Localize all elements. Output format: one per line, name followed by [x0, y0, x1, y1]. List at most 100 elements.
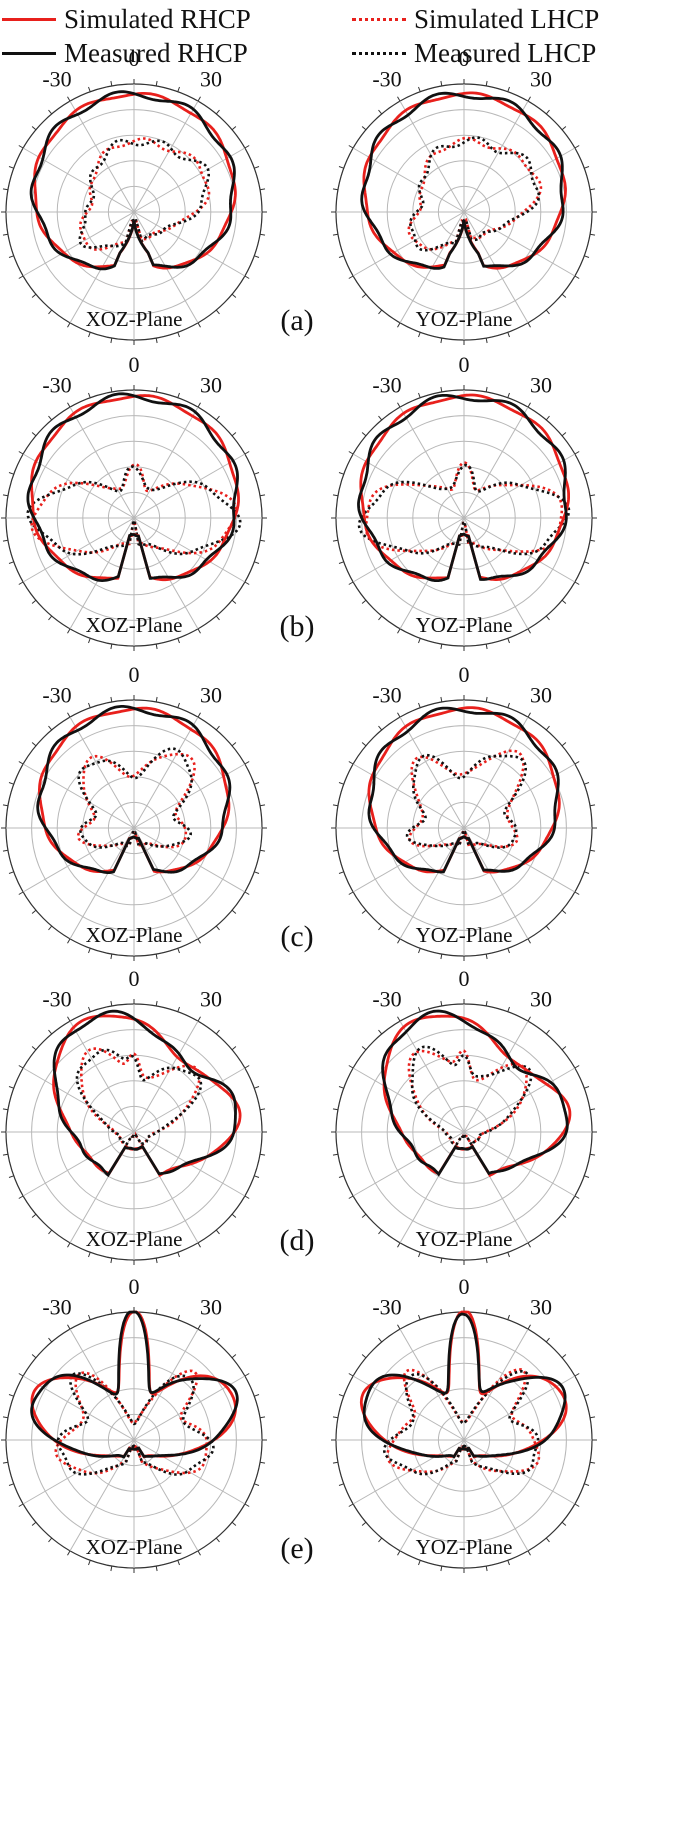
- grid-spoke: [133, 827, 246, 893]
- edge-tick: [8, 472, 14, 475]
- edge-tick: [177, 638, 180, 644]
- edge-tick: [574, 1503, 580, 1507]
- edge-tick: [31, 599, 37, 604]
- edge-tick: [507, 948, 510, 954]
- edge-tick: [527, 1016, 531, 1022]
- edge-tick: [110, 338, 113, 344]
- series-line-simulated-lhcp: [54, 1369, 209, 1475]
- edge-tick: [348, 1065, 354, 1069]
- edge-tick: [18, 761, 24, 765]
- edge-tick: [378, 415, 383, 421]
- edge-tick: [397, 96, 401, 102]
- edge-tick: [155, 644, 158, 650]
- legend-label-meas-lhcp: Measured LHCP: [414, 37, 597, 68]
- edge-tick: [574, 761, 580, 765]
- edge-tick: [485, 1308, 488, 1314]
- edge-tick: [177, 1314, 180, 1320]
- plane-label: YOZ-Plane: [416, 1535, 513, 1559]
- edge-tick: [590, 494, 596, 497]
- edge-tick: [2, 1108, 8, 1111]
- edge-tick: [332, 849, 338, 852]
- edge-tick: [418, 702, 421, 708]
- grid-spoke: [463, 453, 576, 519]
- edge-tick: [260, 1416, 266, 1419]
- grid-spoke: [352, 1439, 465, 1505]
- angle-tick-label: 0: [459, 1274, 470, 1299]
- series-line-simulated-lhcp: [407, 136, 543, 251]
- edge-tick: [378, 309, 383, 315]
- grid-spoke: [22, 211, 135, 277]
- series-line-simulated-lhcp: [386, 1367, 541, 1474]
- edge-tick: [485, 954, 488, 960]
- edge-tick: [338, 1483, 344, 1486]
- edge-tick: [348, 891, 354, 895]
- edge-tick: [155, 1258, 158, 1264]
- edge-tick: [527, 1324, 531, 1330]
- edge-tick: [507, 1314, 510, 1320]
- edge-tick: [155, 338, 158, 344]
- edge-tick: [18, 451, 24, 455]
- edge-tick: [48, 415, 53, 421]
- edge-tick: [231, 1521, 237, 1526]
- edge-tick: [361, 126, 367, 131]
- edge-tick: [2, 188, 8, 191]
- edge-tick: [361, 599, 367, 604]
- edge-tick: [254, 472, 260, 475]
- edge-tick: [590, 1153, 596, 1156]
- grid-spoke: [352, 453, 465, 519]
- edge-tick: [18, 1195, 24, 1199]
- grid-spoke: [133, 716, 199, 829]
- edge-tick: [397, 938, 401, 944]
- edge-tick: [527, 712, 531, 718]
- edge-tick: [67, 402, 71, 408]
- edge-tick: [254, 166, 260, 169]
- edge-tick: [155, 1000, 158, 1006]
- edge-tick: [197, 712, 201, 718]
- edge-tick: [244, 891, 250, 895]
- angle-tick-label: -30: [42, 1295, 71, 1320]
- edge-tick: [348, 761, 354, 765]
- edge-tick: [397, 1550, 401, 1556]
- grid-spoke: [463, 1328, 529, 1441]
- edge-tick: [361, 293, 367, 298]
- edge-tick: [2, 539, 8, 542]
- edge-tick: [67, 1324, 71, 1330]
- grid-spoke: [69, 517, 135, 630]
- edge-tick: [332, 1461, 338, 1464]
- angle-tick-label: 0: [129, 662, 140, 687]
- edge-tick: [332, 1153, 338, 1156]
- angle-tick-label: -30: [42, 67, 71, 92]
- panel-label: (d): [280, 1224, 315, 1257]
- grid-spoke: [133, 1439, 199, 1552]
- grid-spoke: [399, 716, 465, 829]
- series-line-measured-rhcp: [26, 392, 239, 583]
- edge-tick: [260, 1153, 266, 1156]
- edge-tick: [260, 539, 266, 542]
- edge-tick: [18, 891, 24, 895]
- edge-tick: [215, 1029, 220, 1035]
- angle-tick-label: 0: [129, 966, 140, 991]
- edge-tick: [527, 402, 531, 408]
- edge-tick: [378, 725, 383, 731]
- series-line-simulated-lhcp: [79, 137, 211, 251]
- angle-tick-label: 0: [459, 966, 470, 991]
- edge-tick: [348, 451, 354, 455]
- legend-label-sim-rhcp: Simulated RHCP: [64, 3, 251, 34]
- grid-spoke: [133, 1020, 199, 1133]
- edge-tick: [561, 742, 567, 747]
- edge-tick: [155, 696, 158, 702]
- edge-tick: [110, 1566, 113, 1572]
- edge-tick: [177, 86, 180, 92]
- series-line-measured-lhcp: [409, 136, 541, 252]
- grid-spoke: [352, 1131, 465, 1197]
- edge-tick: [397, 1242, 401, 1248]
- series-line-measured-rhcp: [30, 1310, 239, 1459]
- edge-tick: [361, 1521, 367, 1526]
- legend-item-sim-lhcp: Simulated LHCP: [352, 2, 599, 36]
- legend-label-meas-rhcp: Measured RHCP: [64, 37, 248, 68]
- grid-spoke: [133, 827, 199, 940]
- edge-tick: [418, 332, 421, 338]
- edge-tick: [8, 1394, 14, 1397]
- edge-tick: [155, 954, 158, 960]
- angle-tick-label: 0: [129, 46, 140, 71]
